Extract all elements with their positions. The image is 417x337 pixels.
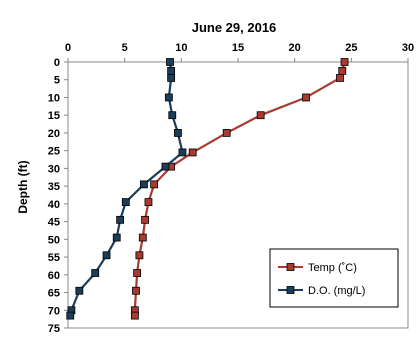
data-point-do <box>116 215 125 224</box>
data-point-do <box>140 180 148 189</box>
x-tick-label: 25 <box>345 42 357 54</box>
legend-label-do: D.O. (mg/L) <box>308 285 365 297</box>
data-point-do <box>66 311 75 320</box>
y-tick-label: 40 <box>48 199 60 211</box>
y-tick-label: 55 <box>48 252 60 264</box>
x-axis: 0 5 10 15 20 25 30 <box>65 42 414 62</box>
data-point-do <box>161 162 170 171</box>
y-tick-label: 15 <box>48 110 60 122</box>
y-tick-label: 45 <box>48 217 60 229</box>
data-point-do <box>112 233 121 242</box>
y-tick-label: 50 <box>48 234 60 246</box>
legend-label-temp: Temp (˚C) <box>308 262 357 274</box>
data-point-do <box>121 198 130 206</box>
y-tick-label: 10 <box>48 92 60 104</box>
data-point-temp <box>340 58 349 66</box>
y-tick-label: 75 <box>48 323 60 335</box>
data-point-do <box>174 129 182 137</box>
data-point-temp <box>336 74 344 82</box>
data-point-do <box>167 74 176 82</box>
data-point-temp <box>130 311 139 320</box>
data-point-temp <box>141 215 149 224</box>
data-point-temp <box>188 148 197 157</box>
data-point-temp <box>222 129 231 137</box>
data-point-temp <box>138 233 147 242</box>
data-point-temp <box>150 180 159 189</box>
y-tick-label: 5 <box>54 75 60 87</box>
legend-box <box>269 248 399 308</box>
data-point-temp <box>302 93 310 102</box>
y-tick-label: 70 <box>48 305 60 317</box>
data-point-temp <box>338 66 347 75</box>
data-point-temp <box>133 269 142 277</box>
y-tick-label: 30 <box>48 163 60 175</box>
y-axis-label: Depth (ft) <box>16 160 30 213</box>
y-axis: 0 5 10 15 20 25 30 35 40 45 50 55 60 65 70 75 <box>48 57 68 335</box>
data-point-do <box>75 286 84 295</box>
x-tick-label: 0 <box>65 42 71 54</box>
y-tick-label: 25 <box>48 146 60 158</box>
y-tick-label: 65 <box>48 288 60 300</box>
legend: Temp (˚C) D.O. (mg/L) <box>269 248 399 308</box>
x-tick-label: 15 <box>232 42 244 54</box>
y-tick-label: 20 <box>48 128 60 140</box>
y-tick-label: 0 <box>54 57 60 69</box>
y-tick-label: 35 <box>48 181 60 193</box>
data-point-temp <box>132 286 140 295</box>
data-point-do <box>102 251 111 260</box>
x-tick-label: 10 <box>175 42 187 54</box>
x-tick-label: 20 <box>289 42 301 54</box>
data-point-do <box>166 58 174 66</box>
series-layer <box>66 58 349 320</box>
y-tick-label: 60 <box>48 270 60 282</box>
chart-title: June 29, 2016 <box>192 20 277 35</box>
data-point-do <box>164 93 173 102</box>
data-point-do <box>178 148 187 157</box>
legend-marker-do <box>286 286 295 294</box>
x-tick-label: 30 <box>402 42 414 54</box>
x-tick-label: 5 <box>122 42 128 54</box>
data-point-do <box>168 111 177 120</box>
data-point-do <box>91 269 100 277</box>
data-point-temp <box>256 111 265 120</box>
data-point-temp <box>135 251 144 260</box>
legend-marker-temp <box>286 263 295 271</box>
data-point-temp <box>144 198 153 206</box>
data-point-do <box>167 66 176 75</box>
